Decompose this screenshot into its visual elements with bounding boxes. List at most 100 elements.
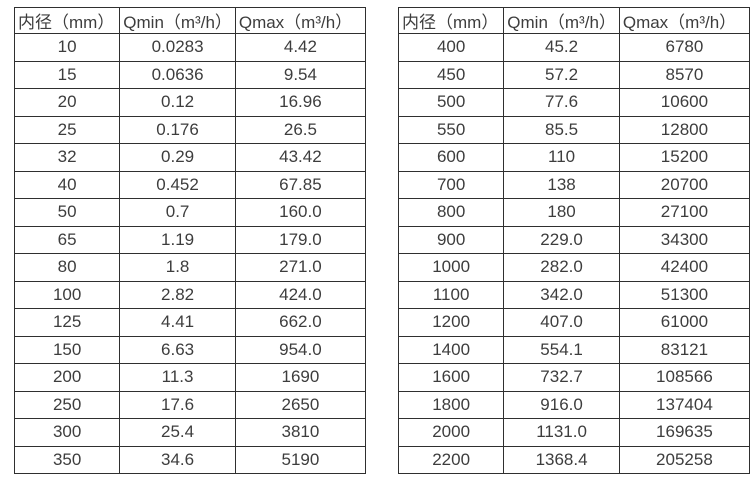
table-cell: 108566 [618,363,750,392]
table-row: 1800 916.0 137404 [397,390,750,419]
table-cell: 1.19 [119,225,236,254]
table-cell: 554.1 [503,335,620,364]
table-cell: 160.0 [234,198,367,227]
table-cell: 42400 [618,253,750,282]
table-cell: 200 [13,363,121,392]
table-cell: 5190 [234,445,367,474]
table-cell: 83121 [618,335,750,364]
table-cell: 700 [397,170,505,199]
table-cell: 85.5 [503,115,620,144]
table-cell: 12800 [618,115,750,144]
table-row: 300 25.4 3810 [13,418,367,447]
table-header: 内径（mm） Qmin（m³/h） Qmax（m³/h） [13,7,367,34]
table-cell: 1000 [397,253,505,282]
table-row: 10 0.0283 4.42 [13,33,367,62]
table-cell: 0.0636 [119,60,236,89]
table-row: 1000 282.0 42400 [397,253,750,282]
table-row: 550 85.5 12800 [397,115,750,144]
table-cell: 400 [397,33,505,62]
table-cell: 732.7 [503,363,620,392]
table-cell: 150 [13,335,121,364]
table-cell: 271.0 [234,253,367,282]
table-row: 80 1.8 271.0 [13,253,367,282]
table-row: 200 11.3 1690 [13,363,367,392]
table-row: 450 57.2 8570 [397,60,750,89]
table-cell: 407.0 [503,308,620,337]
table-cell: 500 [397,88,505,117]
table-cell: 80 [13,253,121,282]
table-cell: 1400 [397,335,505,364]
table-row: 350 34.6 5190 [13,445,367,474]
table-cell: 169635 [618,418,750,447]
table-cell: 900 [397,225,505,254]
table-row: 1600 732.7 108566 [397,363,750,392]
table-cell: 4.42 [234,33,367,62]
table-cell: 57.2 [503,60,620,89]
table-row: 600 110 15200 [397,143,750,172]
table-cell: 110 [503,143,620,172]
table-row: 500 77.6 10600 [397,88,750,117]
table-row: 1200 407.0 61000 [397,308,750,337]
table-cell: 282.0 [503,253,620,282]
table-cell: 0.12 [119,88,236,117]
table-cell: 6.63 [119,335,236,364]
table-cell: 61000 [618,308,750,337]
header-inner-diameter: 内径（mm） [13,7,121,34]
table-cell: 300 [13,418,121,447]
table-cell: 1368.4 [503,445,620,474]
table-cell: 20700 [618,170,750,199]
table-cell: 8570 [618,60,750,89]
table-cell: 662.0 [234,308,367,337]
table-cell: 2000 [397,418,505,447]
table-cell: 100 [13,280,121,309]
table-row: 25 0.176 26.5 [13,115,367,144]
table-row: 32 0.29 43.42 [13,143,367,172]
table-cell: 25 [13,115,121,144]
table-cell: 17.6 [119,390,236,419]
table-cell: 34.6 [119,445,236,474]
table-cell: 0.7 [119,198,236,227]
table-cell: 50 [13,198,121,227]
flow-table-large-diameters: 内径（mm） Qmin（m³/h） Qmax（m³/h） 400 45.2 6780… [397,7,750,474]
table-row: 400 45.2 6780 [397,33,750,62]
table-cell: 180 [503,198,620,227]
header-qmax: Qmax（m³/h） [618,7,750,34]
table-cell: 67.85 [234,170,367,199]
table-cell: 800 [397,198,505,227]
table-cell: 954.0 [234,335,367,364]
table-cell: 2650 [234,390,367,419]
table-cell: 1100 [397,280,505,309]
table-cell: 229.0 [503,225,620,254]
table-cell: 3810 [234,418,367,447]
table-cell: 26.5 [234,115,367,144]
table-row: 2000 1131.0 169635 [397,418,750,447]
table-cell: 179.0 [234,225,367,254]
table-cell: 77.6 [503,88,620,117]
header-inner-diameter: 内径（mm） [397,7,505,34]
header-qmin: Qmin（m³/h） [119,7,236,34]
table-cell: 9.54 [234,60,367,89]
table-cell: 65 [13,225,121,254]
table-cell: 11.3 [119,363,236,392]
table-cell: 4.41 [119,308,236,337]
header-row: 内径（mm） Qmin（m³/h） Qmax（m³/h） [13,7,367,34]
table-cell: 15200 [618,143,750,172]
table-row: 900 229.0 34300 [397,225,750,254]
table-cell: 0.452 [119,170,236,199]
table-header: 内径（mm） Qmin（m³/h） Qmax（m³/h） [397,7,750,34]
table-cell: 916.0 [503,390,620,419]
table-cell: 2.82 [119,280,236,309]
table-cell: 1690 [234,363,367,392]
table-cell: 10600 [618,88,750,117]
table-row: 800 180 27100 [397,198,750,227]
table-cell: 2200 [397,445,505,474]
table-cell: 40 [13,170,121,199]
table-cell: 20 [13,88,121,117]
table-cell: 0.0283 [119,33,236,62]
flow-table-small-diameters: 内径（mm） Qmin（m³/h） Qmax（m³/h） 10 0.0283 4.4… [13,7,367,474]
table-cell: 1131.0 [503,418,620,447]
table-cell: 342.0 [503,280,620,309]
table-cell: 600 [397,143,505,172]
table-row: 1100 342.0 51300 [397,280,750,309]
table-row: 15 0.0636 9.54 [13,60,367,89]
